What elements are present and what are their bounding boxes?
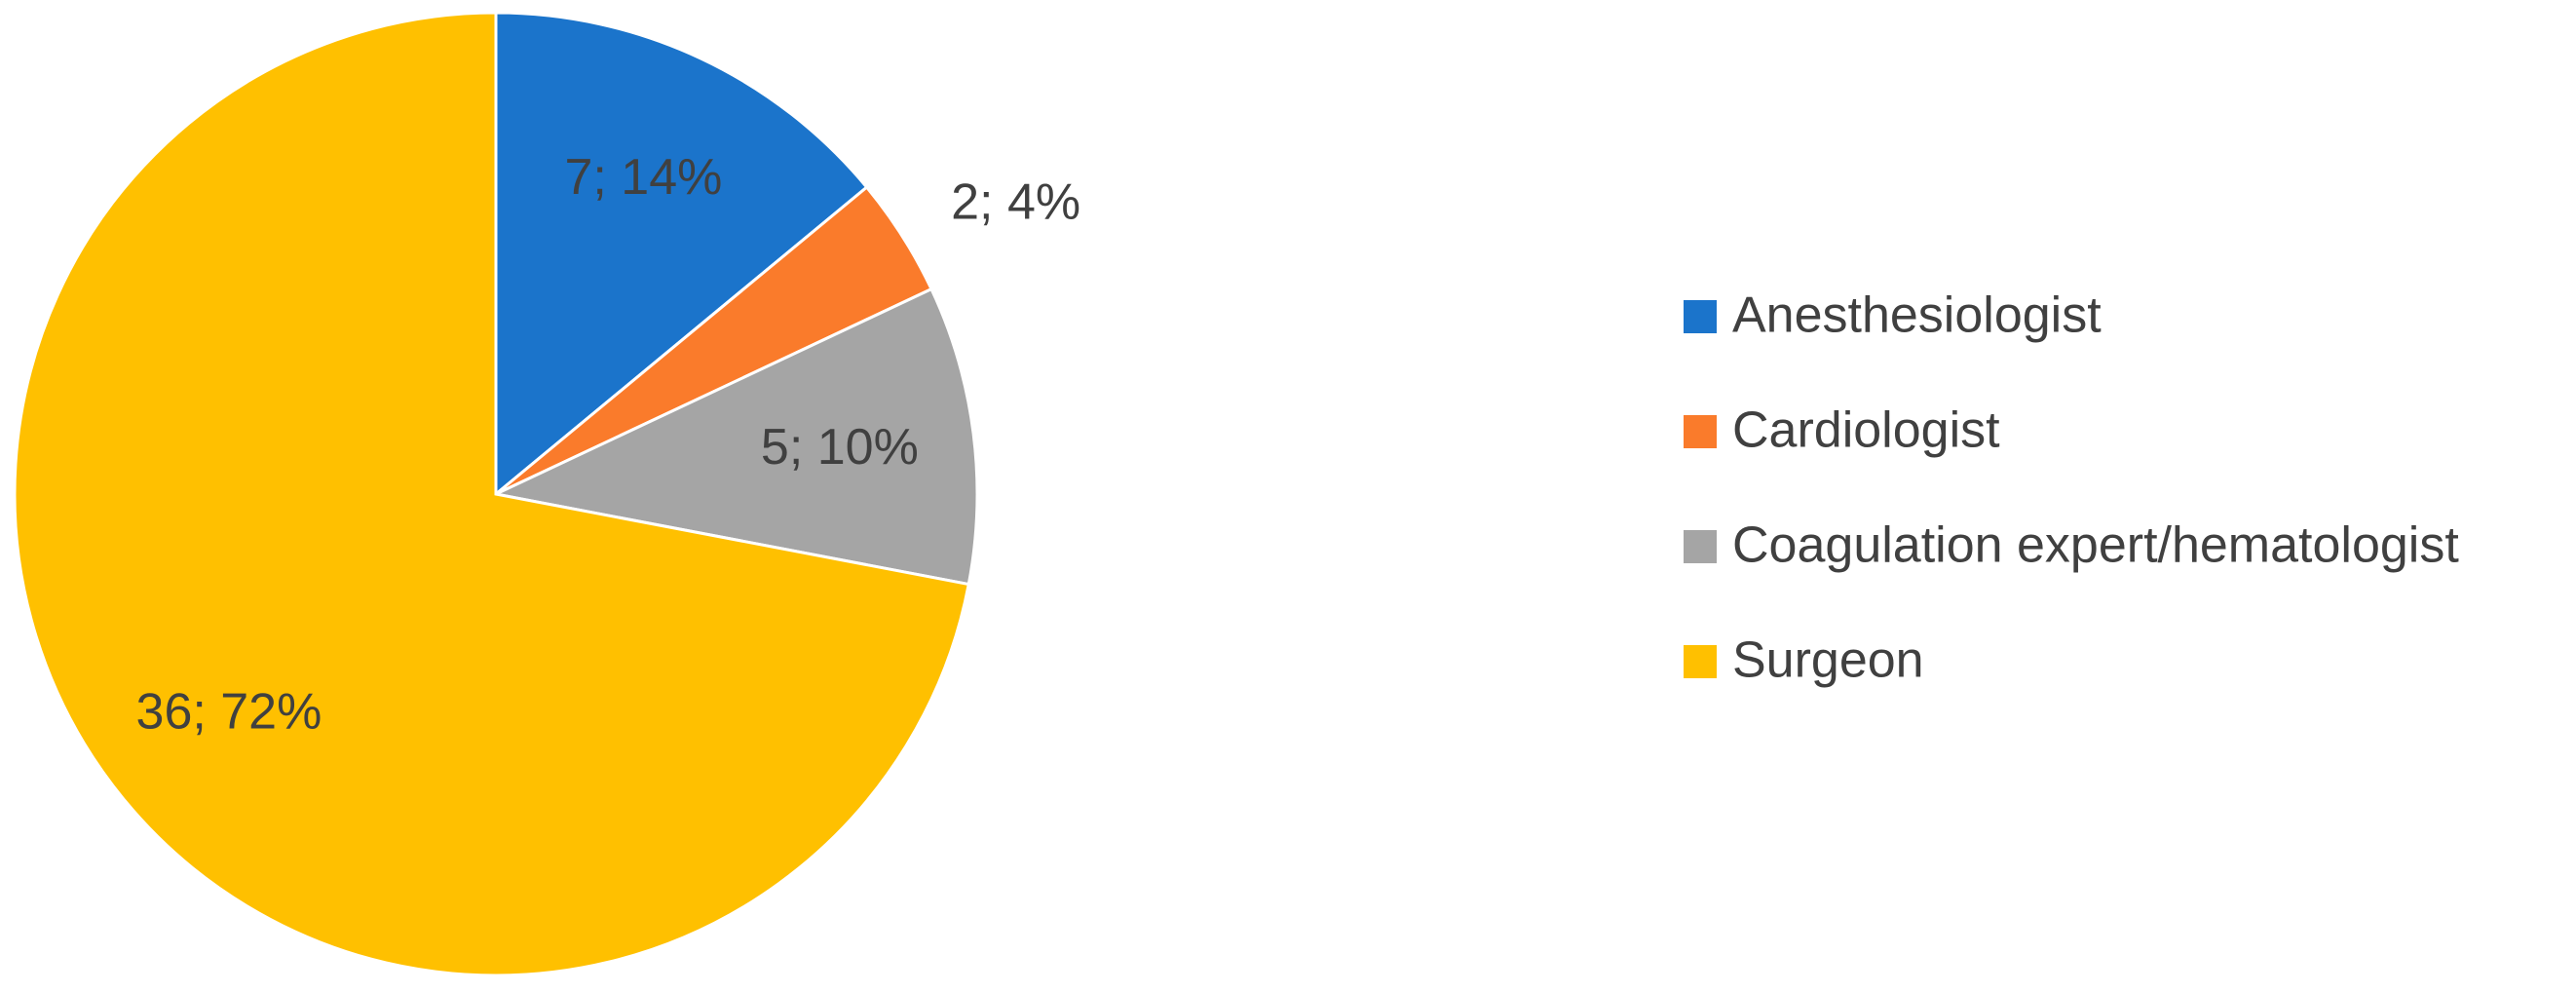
pie-slice [491,286,979,587]
legend-label: Cardiologist [1732,402,2000,459]
data-label: 7; 14% [564,149,722,206]
pie-slice [494,11,869,498]
legend-swatch [1684,415,1717,448]
legend-label: Coagulation expert/hematologist [1732,517,2459,574]
legend-label: Anesthesiologist [1732,287,2102,344]
legend-swatch [1684,530,1717,563]
pie-slice [13,11,971,977]
data-label: 5; 10% [761,419,919,476]
data-label: 2; 4% [951,173,1080,230]
data-label: 36; 72% [136,683,322,740]
legend-swatch [1684,300,1717,333]
legend-label: Surgeon [1732,632,1924,689]
legend-swatch [1684,645,1717,678]
